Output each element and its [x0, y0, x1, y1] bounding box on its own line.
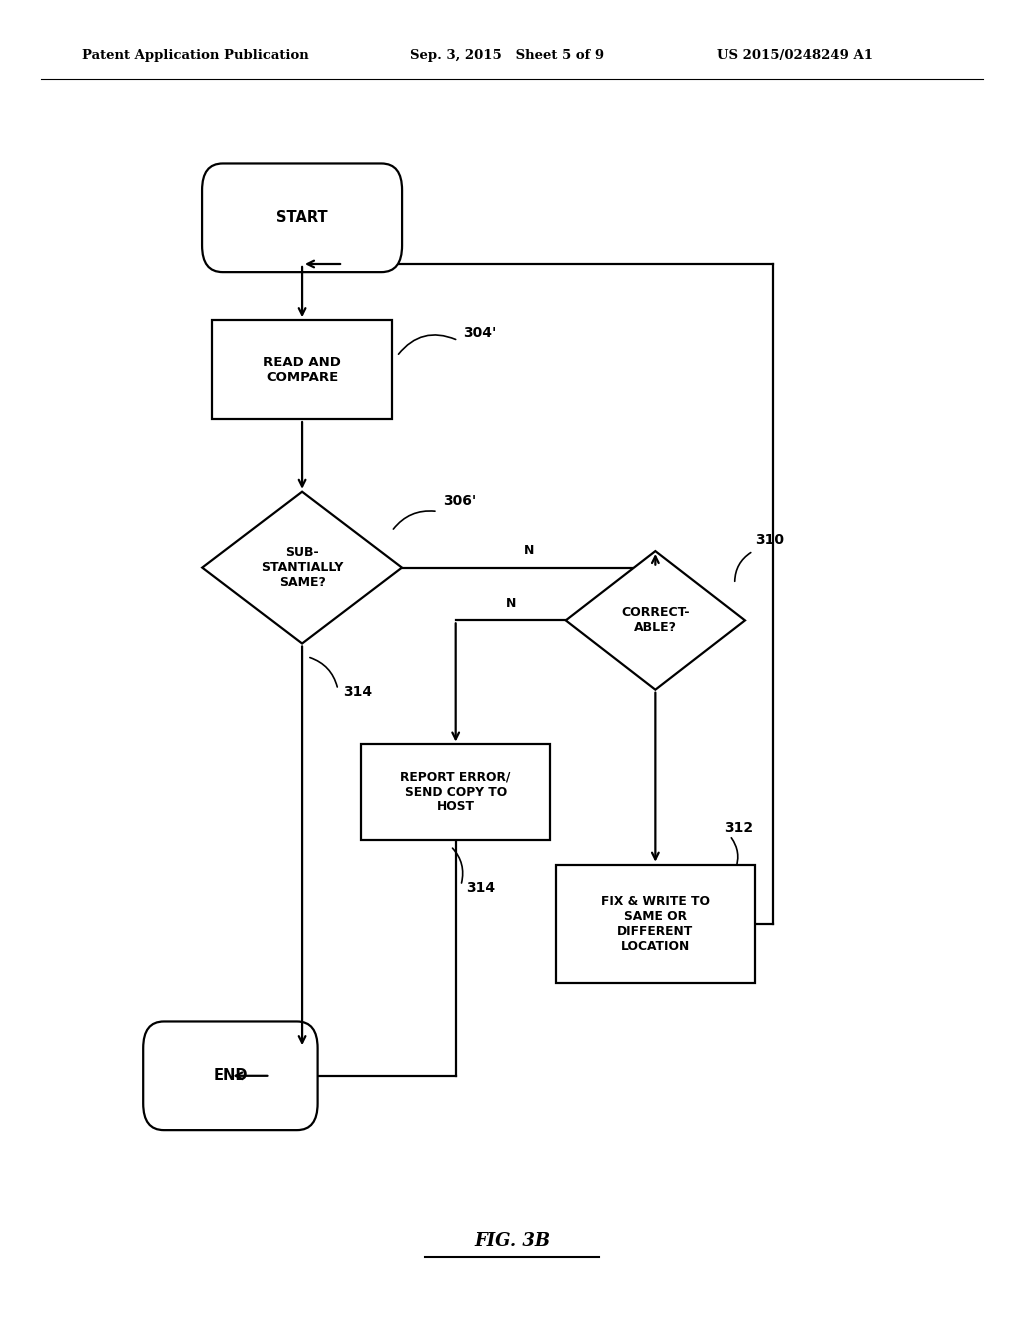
Text: SUB-
STANTIALLY
SAME?: SUB- STANTIALLY SAME?: [261, 546, 343, 589]
Text: FIX & WRITE TO
SAME OR
DIFFERENT
LOCATION: FIX & WRITE TO SAME OR DIFFERENT LOCATIO…: [601, 895, 710, 953]
FancyBboxPatch shape: [202, 164, 402, 272]
Text: CORRECT-
ABLE?: CORRECT- ABLE?: [622, 606, 689, 635]
Text: Patent Application Publication: Patent Application Publication: [82, 49, 308, 62]
Text: 314: 314: [343, 685, 372, 700]
Text: 306': 306': [442, 494, 476, 508]
Text: N: N: [523, 544, 534, 557]
FancyBboxPatch shape: [143, 1022, 317, 1130]
Text: 312: 312: [725, 821, 754, 834]
FancyBboxPatch shape: [213, 321, 391, 420]
Text: 314: 314: [466, 882, 495, 895]
Text: 304': 304': [463, 326, 497, 339]
Text: READ AND
COMPARE: READ AND COMPARE: [263, 355, 341, 384]
Polygon shape: [565, 552, 745, 689]
Text: START: START: [276, 210, 328, 226]
Text: END: END: [213, 1068, 248, 1084]
Text: REPORT ERROR/
SEND COPY TO
HOST: REPORT ERROR/ SEND COPY TO HOST: [400, 771, 511, 813]
Text: N: N: [506, 597, 516, 610]
FancyBboxPatch shape: [555, 865, 756, 983]
Text: Sep. 3, 2015   Sheet 5 of 9: Sep. 3, 2015 Sheet 5 of 9: [410, 49, 604, 62]
Text: 310: 310: [756, 533, 784, 548]
FancyBboxPatch shape: [361, 744, 551, 840]
Text: US 2015/0248249 A1: US 2015/0248249 A1: [717, 49, 872, 62]
Polygon shape: [202, 492, 401, 644]
Text: FIG. 3B: FIG. 3B: [474, 1232, 550, 1250]
